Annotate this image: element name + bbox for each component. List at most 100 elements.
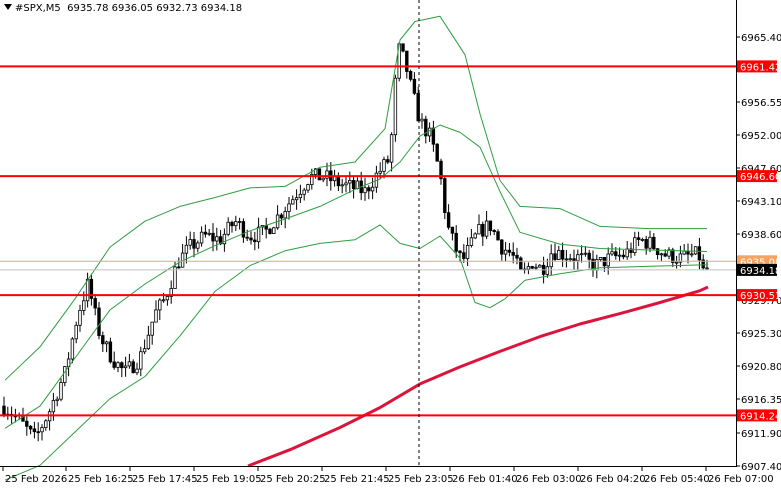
candle-body: [256, 226, 261, 243]
candle-body: [146, 334, 151, 350]
candle-body: [393, 77, 398, 136]
level-price-tag: [737, 409, 777, 422]
candle-body: [131, 361, 135, 374]
candle-body: [298, 193, 303, 199]
candle-body: [306, 184, 310, 191]
candle-body: [557, 249, 561, 260]
time-tick-label: 25 Feb 17:45: [132, 474, 198, 485]
candle-body: [36, 431, 40, 434]
candle-body: [313, 168, 318, 175]
candle-body: [245, 236, 249, 239]
candle-body: [93, 298, 97, 309]
candle-body: [587, 252, 591, 260]
candle-body: [165, 296, 170, 301]
candle-body: [78, 309, 82, 326]
candle-body: [302, 189, 306, 195]
candle-body: [135, 368, 139, 374]
candle-body: [496, 231, 500, 241]
moving-average-line: [247, 285, 709, 468]
candle-body: [408, 71, 413, 80]
candle-body: [378, 170, 382, 174]
candle-body: [690, 253, 694, 256]
candle-body: [450, 226, 455, 234]
candle-body: [583, 252, 588, 255]
candle-body: [659, 253, 664, 256]
candle-body: [294, 197, 299, 201]
candle-body: [454, 232, 458, 252]
candle-body: [230, 221, 234, 227]
candle-body: [177, 266, 181, 269]
price-tick-label: 6916.35: [741, 395, 781, 406]
bid-price-tag-label: 6934.18: [740, 266, 781, 277]
candle-body: [169, 288, 173, 297]
candle-body: [55, 398, 59, 401]
candle-body: [82, 300, 86, 311]
dropdown-triangle-icon[interactable]: [4, 4, 12, 10]
candle-body: [652, 236, 656, 250]
candle-body: [614, 251, 618, 257]
candle-body: [188, 239, 192, 246]
candle-body: [112, 361, 116, 368]
price-tick-label: 6920.80: [741, 362, 781, 373]
candle-body: [667, 249, 671, 257]
candle-body: [120, 362, 124, 369]
candle-body: [218, 236, 223, 245]
candle-body: [215, 236, 219, 242]
candle-body: [617, 254, 622, 257]
time-tick-label: 25 Feb 2026: [5, 474, 67, 485]
horizontal-levels: [0, 65, 736, 417]
candle-body: [51, 400, 56, 413]
candle-body: [291, 199, 295, 205]
candle-body: [127, 361, 132, 367]
candlestick-series: [2, 42, 709, 442]
price-tick-label: 6925.30: [741, 329, 781, 340]
candle-body: [606, 253, 610, 267]
level-price-tag-label: 6946.60: [740, 172, 781, 183]
candle-body: [74, 324, 78, 340]
candle-body: [640, 238, 645, 241]
candle-body: [32, 428, 37, 433]
candle-body: [199, 231, 204, 244]
candle-body: [553, 253, 557, 260]
candle-body: [462, 252, 466, 259]
candle-body: [108, 341, 113, 363]
candle-body: [465, 245, 470, 259]
candle-body: [526, 266, 531, 270]
level-price-tag-label: 6930.51: [740, 291, 781, 302]
candle-body: [154, 309, 158, 323]
candle-body: [473, 233, 477, 239]
indicator-lines: [4, 15, 709, 481]
candle-body: [351, 179, 356, 189]
candle-body: [477, 223, 481, 235]
level-price-tag-label: 6961.42: [740, 62, 781, 73]
candle-body: [458, 250, 462, 254]
candle-body: [116, 362, 120, 368]
candle-body: [481, 223, 485, 237]
candle-body: [401, 43, 405, 52]
candle-body: [439, 160, 443, 180]
current-price-tag: [737, 255, 777, 268]
candle-body: [686, 250, 690, 255]
candle-body: [633, 237, 637, 253]
candle-body: [503, 249, 508, 255]
candle-body: [424, 118, 428, 137]
candle-body: [40, 427, 44, 433]
level-price-tag-label: 6914.24: [740, 411, 781, 422]
candle-body: [576, 254, 580, 262]
level-price-tag: [737, 60, 777, 73]
time-tick-label: 26 Feb 01:40: [452, 474, 518, 485]
price-tick-label: 6938.60: [741, 230, 781, 241]
candle-body: [192, 239, 196, 249]
candle-body: [412, 78, 417, 94]
candle-body: [317, 168, 322, 181]
chart-header: #SPX,M5 6935.78 6936.05 6932.73 6934.18: [4, 3, 242, 14]
time-tick-label: 26 Feb 07:00: [708, 474, 774, 485]
candle-body: [511, 251, 515, 256]
candle-body: [222, 233, 227, 245]
candle-body: [515, 254, 519, 259]
candle-body: [655, 248, 660, 255]
candle-body: [142, 348, 147, 353]
price-axis: 6965.40 6956.55 6952.00 6947.60 6943.10 6938.…: [736, 33, 781, 473]
candle-body: [367, 187, 371, 192]
